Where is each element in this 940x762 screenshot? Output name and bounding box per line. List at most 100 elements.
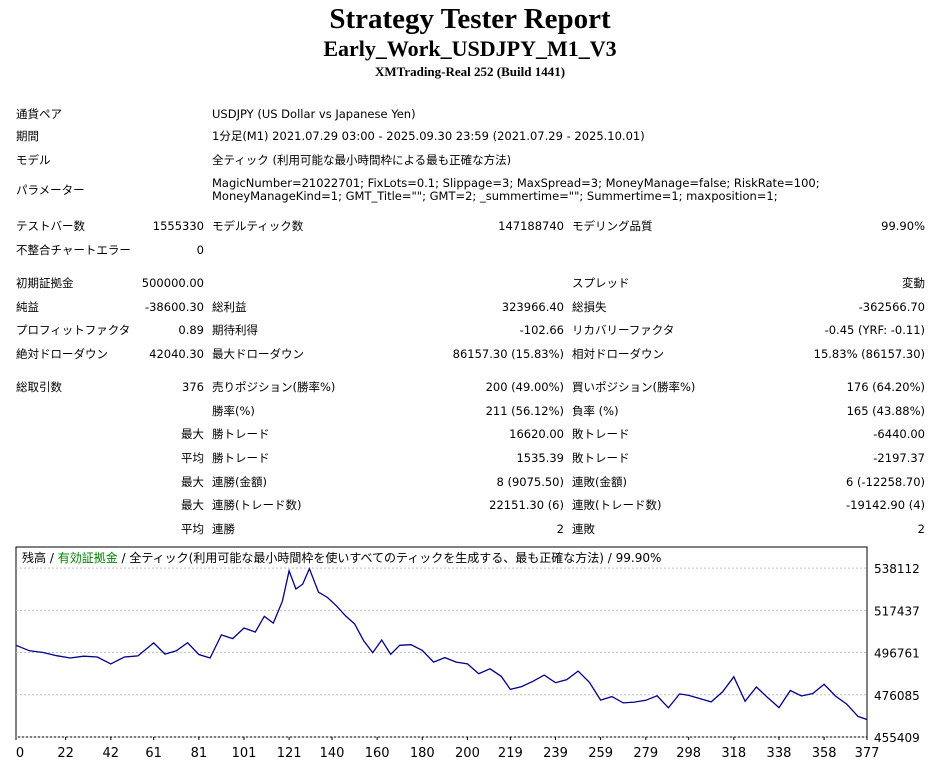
quality-value: 99.90% xyxy=(881,219,925,233)
params-label: パラメーター xyxy=(16,183,85,197)
long-value: 176 (64.20%) xyxy=(846,380,925,394)
legend-balance: 残高 xyxy=(22,550,46,565)
recovery-label: リカバリーファクタ xyxy=(572,323,675,337)
abs-dd-value: 42040.30 xyxy=(149,347,204,361)
long-label: 買いポジション(勝率%) xyxy=(572,380,696,394)
consec-loss-amt-value: 6 (-12258.70) xyxy=(846,475,925,489)
max-label-3: 最大 xyxy=(181,498,204,512)
avg-label-1: 平均 xyxy=(181,451,204,465)
x-tick-label: 42 xyxy=(103,746,120,761)
max-label-2: 最大 xyxy=(181,475,204,489)
abs-dd-label: 絶対ドローダウン xyxy=(16,347,108,361)
spread-value: 変動 xyxy=(902,276,925,290)
x-tick-label: 358 xyxy=(812,746,837,761)
x-tick-label: 61 xyxy=(145,746,162,761)
x-tick-label: 101 xyxy=(232,746,257,761)
ticks-value: 147188740 xyxy=(498,219,564,233)
x-tick-label: 318 xyxy=(721,746,746,761)
x-tick-label: 0 xyxy=(16,746,24,761)
gross-loss-label: 総損失 xyxy=(572,300,607,314)
x-tick-label: 121 xyxy=(277,746,302,761)
trades-value: 376 xyxy=(182,380,204,394)
avg-loss-value: -2197.37 xyxy=(873,451,925,465)
x-tick-label: 81 xyxy=(191,746,208,761)
x-tick-label: 377 xyxy=(855,746,880,761)
y-tick-label: 538112 xyxy=(874,562,920,576)
largest-win-value: 16620.00 xyxy=(509,427,564,441)
avg-consec-win-label: 連勝 xyxy=(212,522,235,536)
max-label-1: 最大 xyxy=(181,427,204,441)
report-build: XMTrading-Real 252 (Build 1441) xyxy=(374,64,566,79)
deposit-value: 500000.00 xyxy=(141,276,204,290)
gross-profit-value: 323966.40 xyxy=(501,300,564,314)
net-value: -38600.30 xyxy=(144,300,204,314)
short-value: 200 (49.00%) xyxy=(485,380,564,394)
chart-legend: 残高 / 有効証拠金 / 全ティック(利用可能な最小時間枠を使いすべてのティック… xyxy=(22,550,661,565)
x-tick-label: 140 xyxy=(320,746,345,761)
gross-loss-value: -362566.70 xyxy=(858,300,925,314)
win-rate-label: 勝率(%) xyxy=(212,404,255,418)
y-axis-ticks: 538112 517437 496761 476085 455409 xyxy=(874,562,920,745)
x-axis-ticks: 0 22 42 61 81 101 121 140 160 180 200 219 239 259 279 2… xyxy=(15,737,880,761)
chart-background xyxy=(15,546,868,738)
avg-consec-loss-label: 連敗 xyxy=(572,522,595,536)
legend-sep-2: / xyxy=(118,551,130,565)
short-label: 売りポジション(勝率%) xyxy=(212,380,336,394)
pf-label: プロフィットファクタ xyxy=(16,323,131,337)
pair-label: 通貨ペア xyxy=(16,107,62,121)
mismatch-value: 0 xyxy=(196,243,204,257)
rel-dd-value: 15.83% (86157.30) xyxy=(813,347,925,361)
bars-value: 1555330 xyxy=(152,219,204,233)
chart-grid xyxy=(16,567,867,738)
expected-value: -102.66 xyxy=(519,323,564,337)
x-tick-label: 338 xyxy=(767,746,792,761)
x-tick-label: 279 xyxy=(633,746,658,761)
consec-win-trd-label: 連勝(トレード数) xyxy=(212,498,302,512)
net-label: 純益 xyxy=(16,300,39,314)
y-tick-label: 455409 xyxy=(874,731,920,745)
consec-loss-trd-label: 連敗(トレード数) xyxy=(572,498,662,512)
consec-loss-amt-label: 連敗(金額) xyxy=(572,475,627,489)
report-title: Strategy Tester Report xyxy=(329,3,611,35)
x-tick-label: 298 xyxy=(676,746,701,761)
model-label: モデル xyxy=(16,153,51,167)
loss-rate-label: 負率 (%) xyxy=(572,404,619,418)
win-rate-value: 211 (56.12%) xyxy=(485,404,564,418)
balance-chart: 538112 517437 496761 476085 455409 0 22 42 61 81… xyxy=(15,546,920,761)
consec-win-trd-value: 22151.30 (6) xyxy=(489,498,564,512)
deposit-label: 初期証拠金 xyxy=(16,276,74,290)
expected-label: 期待利得 xyxy=(212,323,258,337)
x-tick-label: 180 xyxy=(410,746,435,761)
consec-win-amt-value: 8 (9075.50) xyxy=(496,475,564,489)
bars-label: テストバー数 xyxy=(16,219,85,233)
quality-label: モデリング品質 xyxy=(572,219,653,233)
legend-model: 全ティック(利用可能な最小時間枠を使いすべてのティックを生成する、最も正確な方法… xyxy=(129,550,661,565)
period-value: 1分足(M1) 2021.07.29 03:00 - 2025.09.30 23… xyxy=(212,129,645,143)
max-dd-label: 最大ドローダウン xyxy=(212,347,304,361)
trades-label: 総取引数 xyxy=(16,380,62,394)
y-tick-label: 496761 xyxy=(874,647,920,661)
spread-label: スプレッド xyxy=(572,276,630,290)
x-tick-label: 160 xyxy=(365,746,390,761)
avg-win-label: 勝トレード xyxy=(212,451,270,465)
balance-series-line xyxy=(15,566,868,721)
legend-equity: 有効証拠金 xyxy=(58,550,118,565)
pair-value: USDJPY (US Dollar vs Japanese Yen) xyxy=(212,107,416,121)
recovery-value: -0.45 (YRF: -0.11) xyxy=(824,323,925,337)
consec-win-amt-label: 連勝(金額) xyxy=(212,475,267,489)
x-tick-label: 219 xyxy=(498,746,523,761)
legend-sep-1: / xyxy=(46,551,58,565)
x-tick-label: 259 xyxy=(588,746,613,761)
pf-value: 0.89 xyxy=(178,323,204,337)
largest-loss-value: -6440.00 xyxy=(873,427,925,441)
period-label: 期間 xyxy=(16,129,39,143)
largest-loss-label: 敗トレード xyxy=(572,427,630,441)
y-tick-label: 476085 xyxy=(874,689,920,703)
mismatch-label: 不整合チャートエラー xyxy=(16,243,131,257)
report-subtitle: Early_Work_USDJPY_M1_V3 xyxy=(323,36,617,61)
model-value: 全ティック (利用可能な最小時間枠による最も正確な方法) xyxy=(212,153,512,167)
rel-dd-label: 相対ドローダウン xyxy=(572,347,664,361)
x-tick-label: 239 xyxy=(543,746,568,761)
gross-profit-label: 総利益 xyxy=(212,300,247,314)
loss-rate-value: 165 (43.88%) xyxy=(846,404,925,418)
